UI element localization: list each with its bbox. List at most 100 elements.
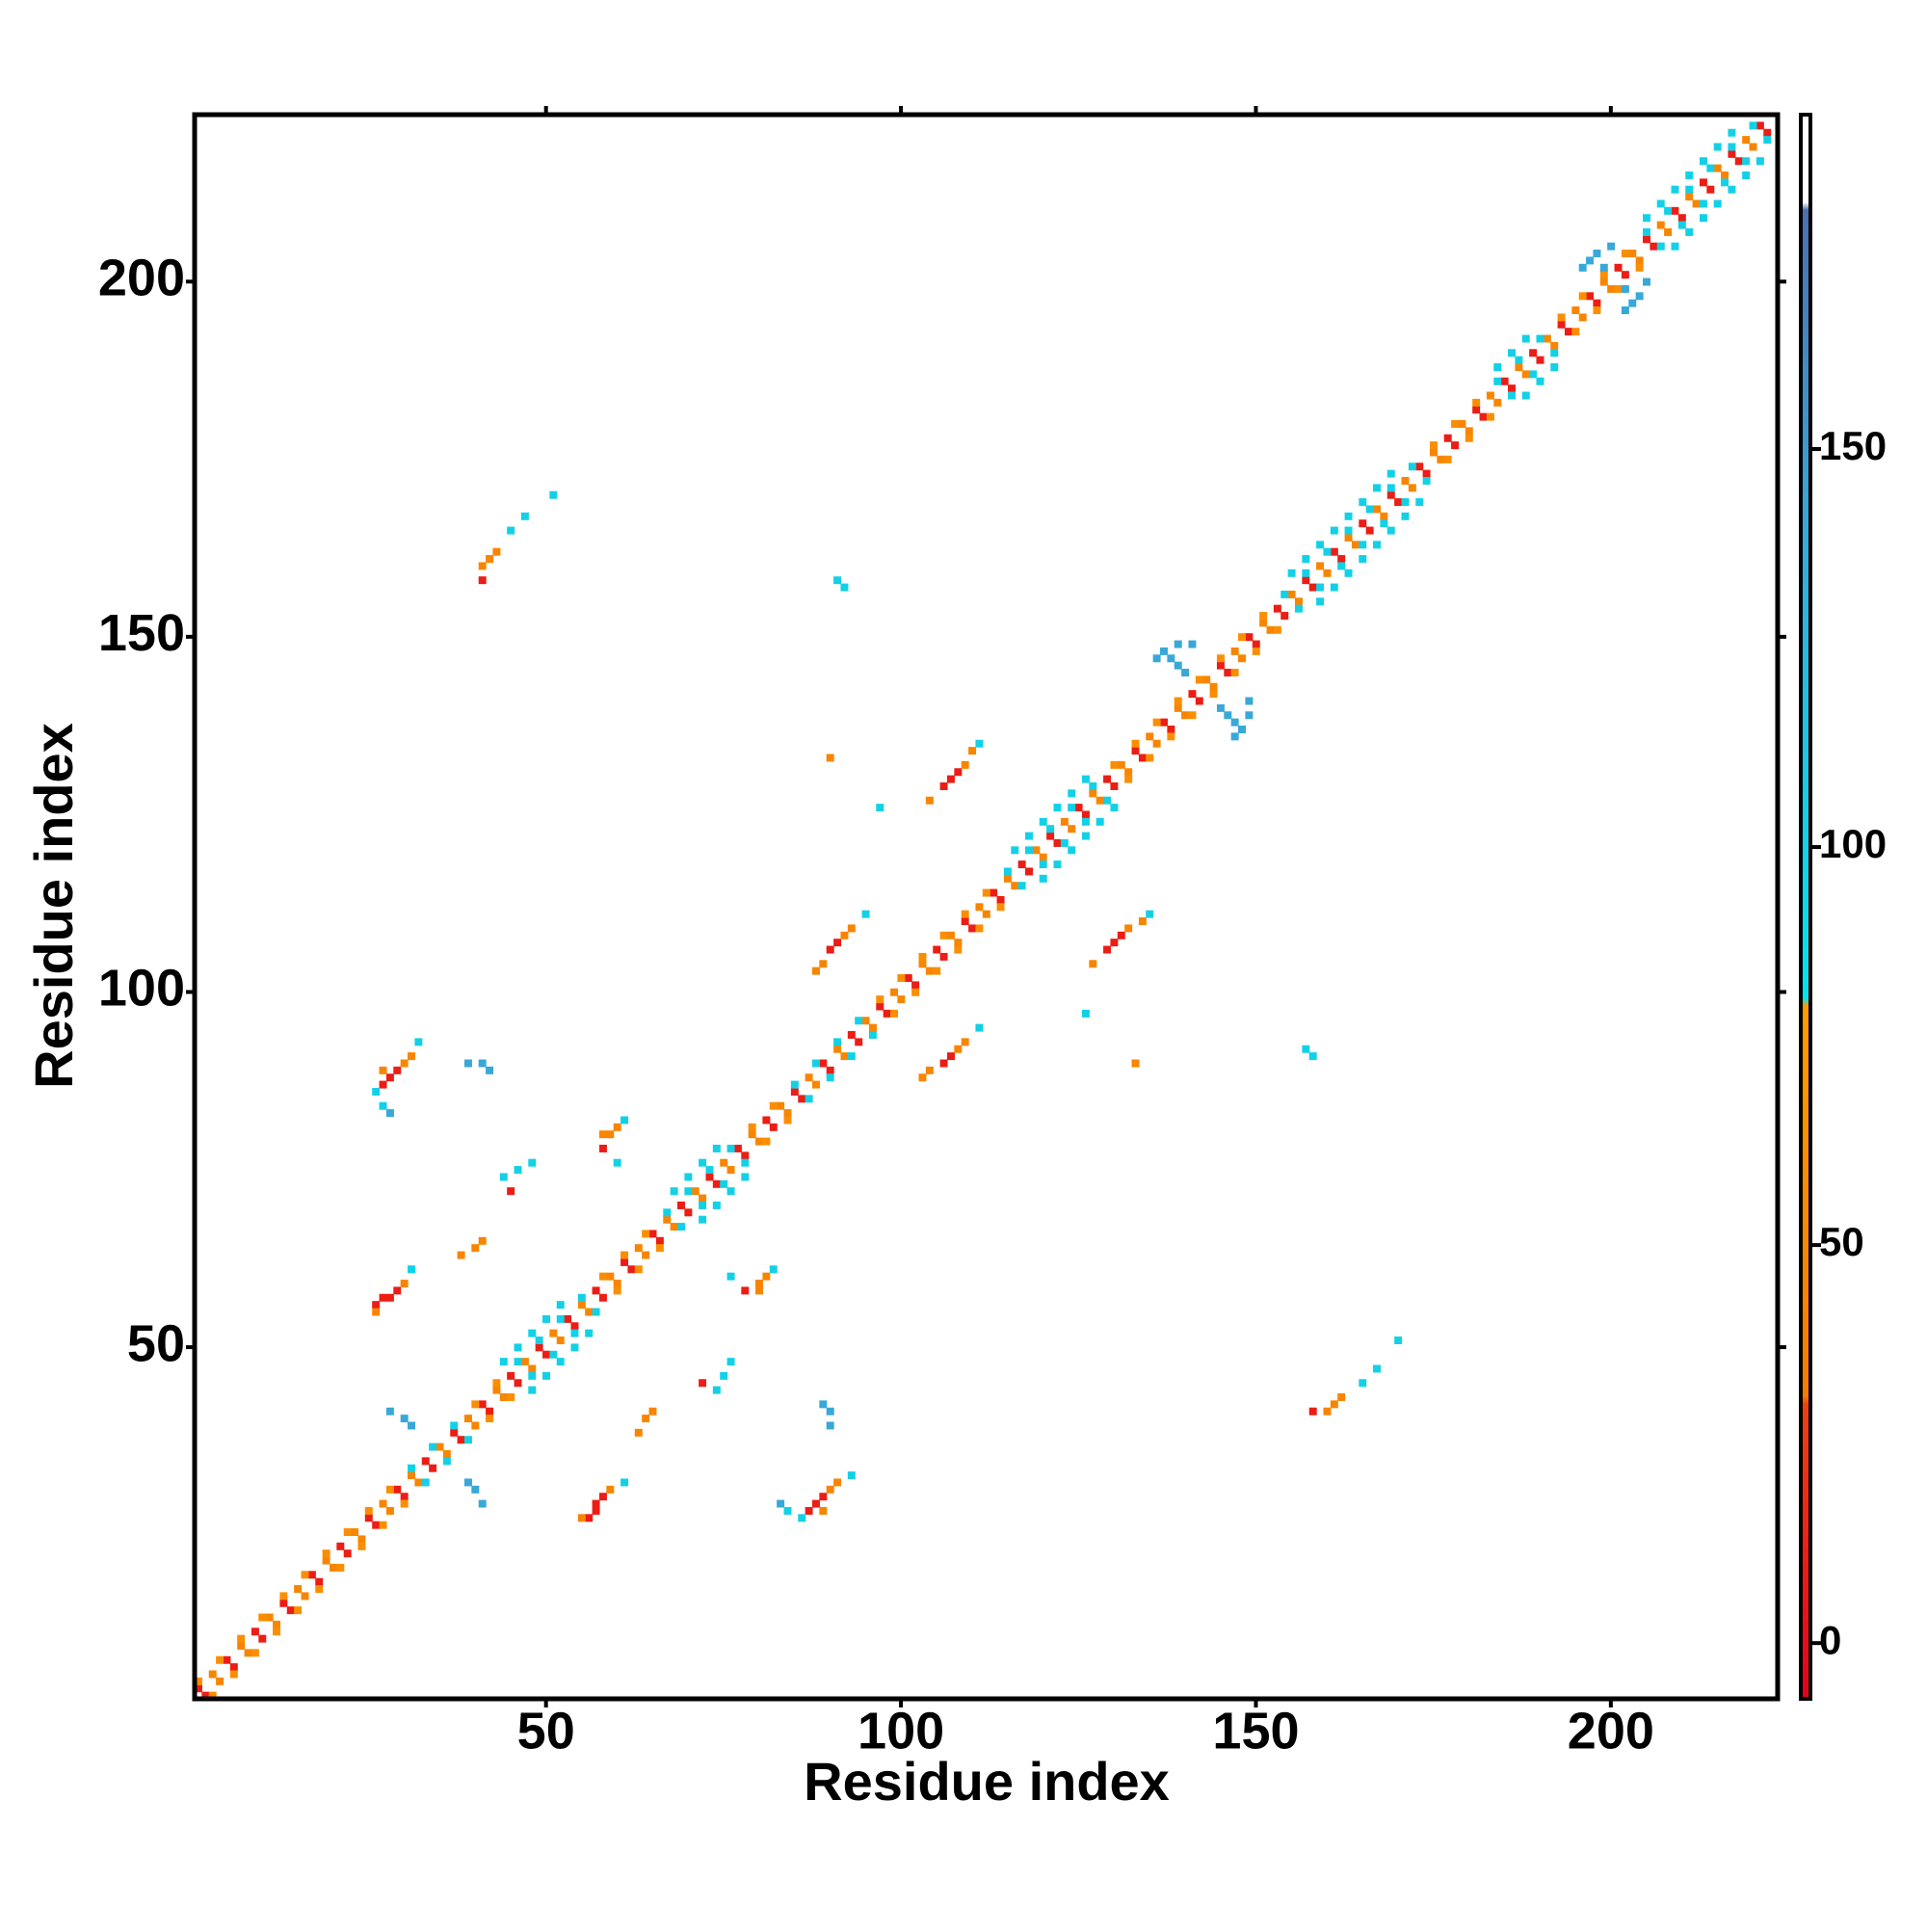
heat-cell xyxy=(1216,703,1225,712)
heat-cell xyxy=(1728,149,1736,158)
x-axis-title: Residue index xyxy=(804,1751,1170,1812)
heat-cell xyxy=(343,1549,352,1558)
heat-cell xyxy=(620,1257,629,1266)
heat-cell xyxy=(655,1244,664,1253)
heat-cell xyxy=(819,1059,828,1068)
heat-cell xyxy=(975,924,984,933)
heat-cell xyxy=(1699,157,1707,166)
heat-cell xyxy=(1337,562,1346,570)
heat-cell xyxy=(1685,185,1694,194)
heat-cell xyxy=(315,1577,324,1586)
heat-cell xyxy=(1386,526,1395,535)
heat-cell xyxy=(1138,917,1147,926)
heat-cell xyxy=(925,796,934,805)
heat-cell xyxy=(315,1585,324,1594)
heat-cell xyxy=(847,1031,856,1039)
colorbar xyxy=(1799,113,1812,1701)
heat-cell xyxy=(1174,661,1182,670)
heat-cell xyxy=(918,1073,927,1082)
heat-cell xyxy=(577,1293,586,1302)
heat-cell xyxy=(1103,796,1112,805)
heat-cell xyxy=(733,1144,742,1152)
heat-cell xyxy=(1500,377,1509,385)
heat-cell xyxy=(1337,555,1346,564)
heat-cell xyxy=(840,1052,849,1061)
heat-cell xyxy=(251,1628,259,1636)
heat-cell xyxy=(1323,547,1332,556)
heat-cell xyxy=(1628,250,1637,258)
heat-cell xyxy=(556,1358,565,1366)
heat-cell xyxy=(478,1499,487,1508)
heat-cell xyxy=(868,1023,877,1032)
heat-cell xyxy=(1699,199,1707,208)
heat-cell xyxy=(1174,640,1182,648)
y-axis-title: Residue index xyxy=(23,723,84,1089)
heat-cell xyxy=(208,1691,217,1700)
heat-cell xyxy=(499,1358,508,1366)
heat-cell xyxy=(741,1173,750,1181)
heat-cell xyxy=(393,1066,402,1074)
heat-cell xyxy=(1138,754,1147,762)
heat-cell xyxy=(592,1286,600,1295)
heat-cell xyxy=(1131,1059,1140,1068)
heat-cell xyxy=(1699,214,1707,223)
heat-cell xyxy=(1252,647,1260,655)
heat-cell xyxy=(613,1123,621,1131)
heat-cell xyxy=(939,1059,948,1068)
heat-cell xyxy=(414,1038,423,1046)
heat-cell xyxy=(372,1301,381,1310)
heat-cell xyxy=(1401,498,1410,507)
heat-cell xyxy=(379,1066,387,1074)
heat-cell xyxy=(1060,817,1069,826)
heat-cell xyxy=(1308,583,1317,592)
heat-cell xyxy=(946,775,955,783)
heat-cell xyxy=(385,1485,394,1494)
heat-cell xyxy=(961,760,969,769)
heat-cell xyxy=(996,903,1005,912)
heat-cell xyxy=(946,1052,955,1061)
heat-cell xyxy=(897,974,906,983)
heat-cell xyxy=(1373,505,1382,514)
heat-cell xyxy=(486,1407,494,1416)
heat-cell xyxy=(699,1201,707,1209)
heat-cell xyxy=(1330,1400,1338,1409)
heat-cell xyxy=(265,1613,274,1622)
heat-cell xyxy=(336,1563,345,1572)
heat-cell xyxy=(507,526,515,535)
heat-cell xyxy=(1359,519,1367,528)
heat-cell xyxy=(925,966,934,975)
heat-cell xyxy=(201,1691,210,1700)
heat-cell xyxy=(777,1499,785,1508)
heat-cell xyxy=(1280,590,1289,598)
heat-cell xyxy=(1593,250,1601,258)
heat-cell xyxy=(414,1478,423,1487)
heat-cell xyxy=(478,562,487,570)
heat-cell xyxy=(1677,221,1686,229)
heat-cell xyxy=(1287,590,1296,598)
heat-cell xyxy=(613,1158,621,1167)
heat-cell xyxy=(1060,838,1069,847)
heat-cell xyxy=(229,1670,238,1679)
heat-cell xyxy=(1344,569,1353,577)
heat-cell xyxy=(1039,817,1047,826)
heat-cell xyxy=(1508,349,1516,357)
heat-cell xyxy=(1437,455,1445,463)
heat-cell xyxy=(1515,356,1523,364)
heat-cell xyxy=(520,1358,529,1366)
heat-cell xyxy=(1550,349,1559,357)
heat-cell xyxy=(699,1194,707,1203)
heat-cell xyxy=(1749,121,1757,130)
heat-cell xyxy=(1167,732,1175,741)
heat-cell xyxy=(961,910,969,918)
heat-cell xyxy=(549,1350,558,1359)
heat-cell xyxy=(648,1230,657,1238)
heat-cell xyxy=(400,1493,409,1501)
heat-cell xyxy=(847,1471,856,1480)
heat-cell xyxy=(1373,1364,1382,1373)
heat-cell xyxy=(1046,825,1055,834)
heat-cell xyxy=(762,1116,771,1125)
heat-cell xyxy=(805,1073,813,1082)
heat-cell xyxy=(1003,874,1012,883)
heat-cell xyxy=(1181,711,1190,720)
heat-cell xyxy=(790,1087,799,1096)
